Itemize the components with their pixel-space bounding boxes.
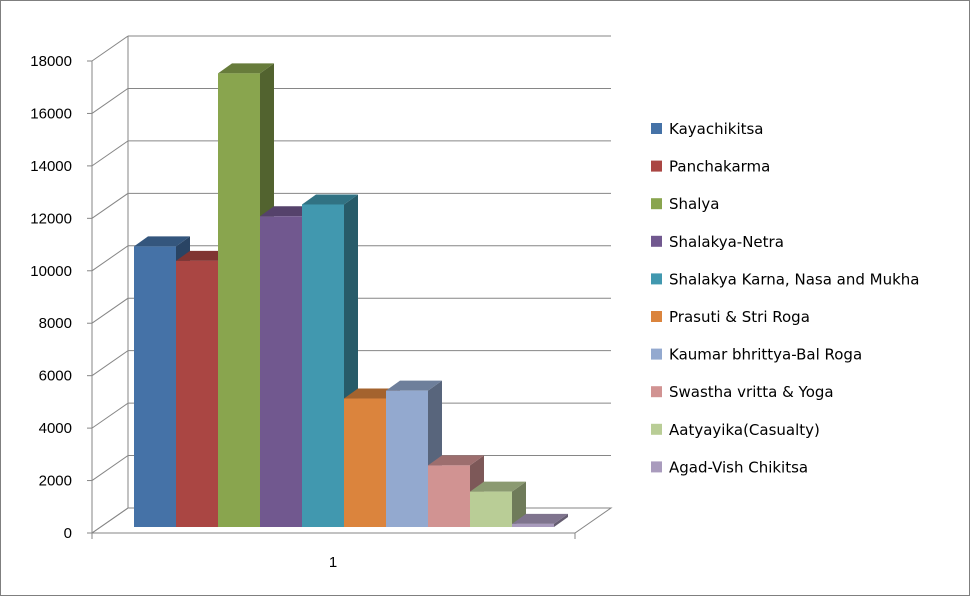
legend-swatch <box>651 273 662 285</box>
bar-front <box>428 465 470 527</box>
bar-front <box>470 491 512 527</box>
legend-swatch <box>651 123 662 134</box>
chart-floor <box>90 507 613 534</box>
legend-swatch <box>651 235 662 247</box>
side-gridline <box>91 402 129 429</box>
side-gridline <box>91 140 129 167</box>
y-tick-label: 2000 <box>39 473 72 490</box>
legend-label: Prasuti & Stri Roga <box>669 308 810 326</box>
y-tick-label: 16000 <box>30 105 72 122</box>
bar-top <box>134 236 190 247</box>
x-axis: 1 <box>329 554 337 571</box>
bar <box>470 481 526 527</box>
side-gridline <box>91 192 129 219</box>
legend-label: Kaumar bhrittya-Bal Roga <box>669 346 862 364</box>
legend-label: Swastha vritta & Yoga <box>669 383 834 401</box>
legend-swatch <box>651 461 662 473</box>
legend-label: Agad-Vish Chikitsa <box>669 458 808 476</box>
x-category-label: 1 <box>329 554 337 571</box>
side-gridline <box>91 297 129 324</box>
legend-label: Panchakarma <box>669 158 770 176</box>
bar-top <box>386 380 442 391</box>
bar-top <box>218 63 274 74</box>
side-gridline <box>91 350 129 377</box>
y-tick-label: 12000 <box>30 210 72 227</box>
legend-label: Shalakya Karna, Nasa and Mukha <box>669 270 919 288</box>
bar-top <box>302 194 358 205</box>
y-tick-label: 4000 <box>39 420 72 437</box>
bar-front <box>260 216 302 527</box>
y-tick-label: 10000 <box>30 263 72 280</box>
y-tick-label: 8000 <box>39 315 72 332</box>
legend-swatch <box>651 160 662 172</box>
chart-bars <box>134 63 568 527</box>
bar-side <box>512 481 526 527</box>
bar-top <box>470 481 526 492</box>
legend-label: Shalakya-Netra <box>669 233 784 251</box>
legend-label: Shalya <box>669 195 719 213</box>
y-tick-label: 18000 <box>30 53 72 70</box>
bar-front <box>512 523 554 527</box>
bar-front <box>386 390 428 527</box>
legend-label: Aatyayika(Casualty) <box>669 421 820 439</box>
side-gridline <box>91 245 129 272</box>
bar-side <box>554 513 568 527</box>
legend-label: Kayachikitsa <box>669 120 764 138</box>
bar <box>512 513 568 527</box>
side-gridline <box>91 35 129 62</box>
bar-front <box>302 204 344 527</box>
legend-swatch <box>651 198 662 210</box>
side-gridline <box>91 455 129 481</box>
legend-swatch <box>651 423 662 435</box>
bar-top <box>512 513 568 524</box>
legend: Kayachikitsa Panchakarma Shalya Shalakya-Ne… <box>651 120 919 476</box>
bar-front <box>218 73 260 527</box>
y-tick-label: 6000 <box>39 368 72 385</box>
bar-front <box>134 246 176 527</box>
bar-top <box>428 455 484 466</box>
y-tick-label: 14000 <box>30 158 72 175</box>
y-axis-ticks: 0 2000 4000 6000 8000 10000 12000 14000 16000 180… <box>30 53 72 542</box>
side-gridline <box>91 88 129 114</box>
legend-swatch <box>651 348 662 360</box>
bar-front <box>176 260 218 527</box>
bar-front <box>344 398 386 527</box>
legend-swatch <box>651 386 662 398</box>
y-tick-label: 0 <box>64 525 72 542</box>
legend-swatch <box>651 311 662 322</box>
